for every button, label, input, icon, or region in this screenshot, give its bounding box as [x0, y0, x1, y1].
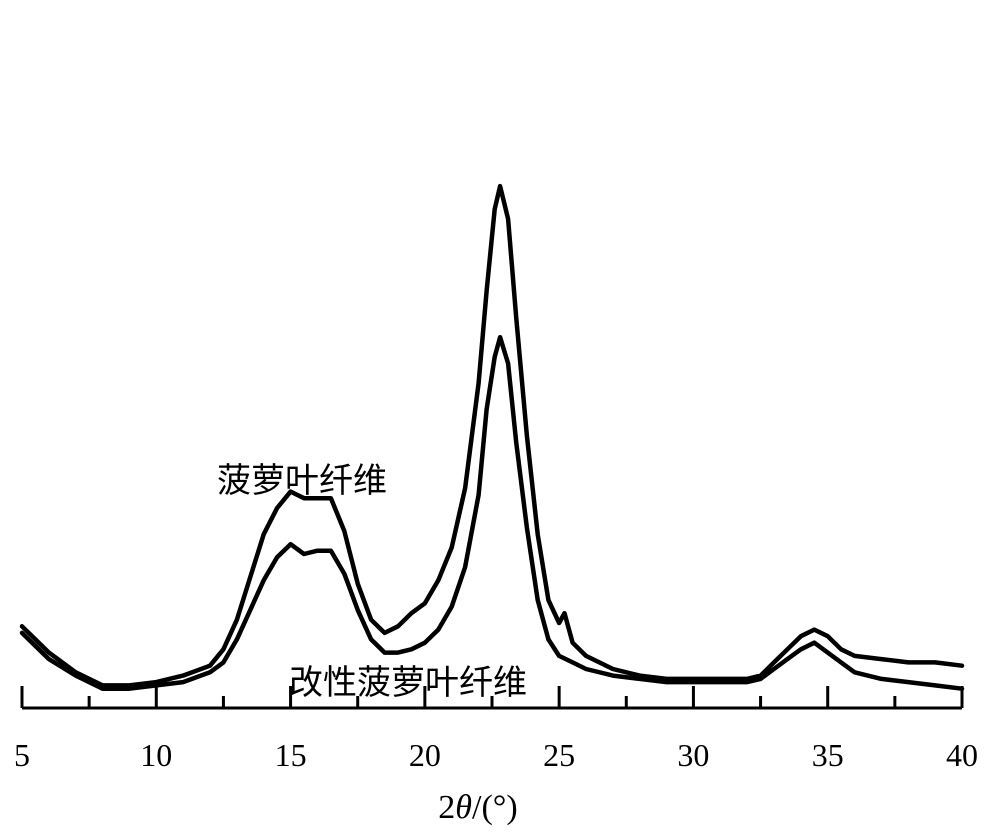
series-label-modified-fiber: 改性菠萝叶纤维: [289, 663, 527, 703]
series-line-0: [19, 183, 965, 688]
x-tick-label: 10: [140, 737, 172, 773]
x-tick-label: 30: [677, 737, 709, 773]
x-tick-label: 40: [946, 737, 978, 773]
x-tick-label: 35: [812, 737, 844, 773]
x-axis-label-suffix: /(°): [472, 789, 518, 826]
x-tick-label: 25: [543, 737, 575, 773]
x-tick-label: 5: [14, 737, 30, 773]
x-tick-label: 20: [409, 737, 441, 773]
series-line-1: [19, 334, 965, 691]
x-axis-label-prefix: 2: [438, 789, 455, 826]
series-label-raw-fiber: 菠萝叶纤维: [217, 461, 387, 501]
x-tick-label: 15: [275, 737, 307, 773]
x-axis-label-theta: θ: [455, 789, 472, 826]
x-axis: 5 10 15 20 25 30 35 40: [14, 686, 978, 773]
curves-layer: [19, 183, 965, 691]
x-axis-label: 2θ/(°): [438, 789, 517, 826]
